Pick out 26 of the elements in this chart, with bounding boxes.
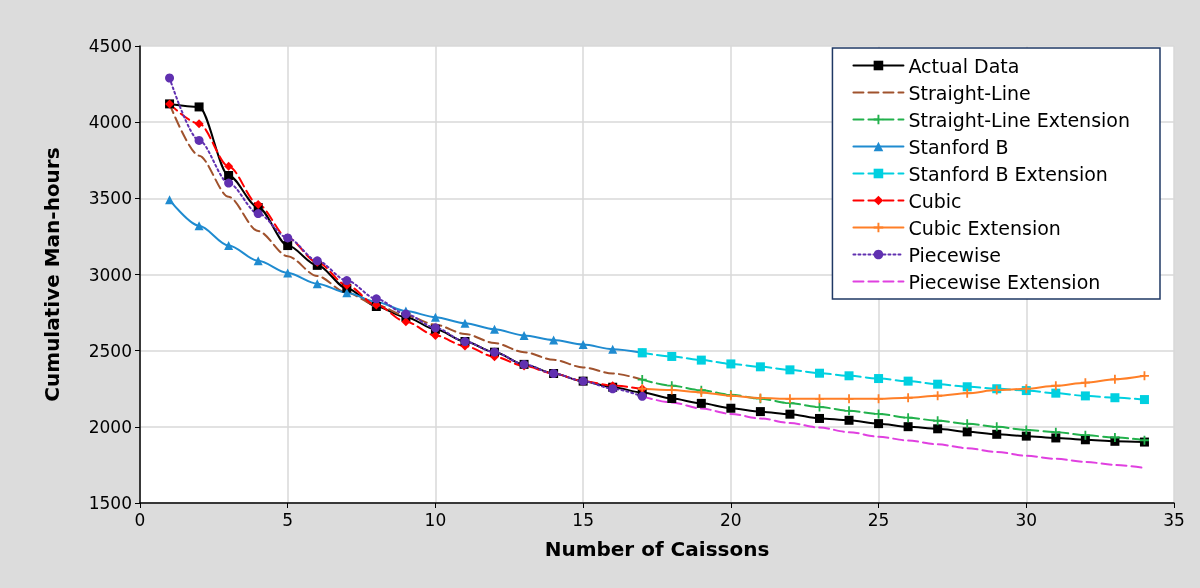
x-tick-label: 10 <box>424 509 447 530</box>
legend-label: Cubic Extension <box>908 216 1061 239</box>
y-tick-label: 4000 <box>88 112 132 133</box>
x-tick-label: 0 <box>134 509 146 530</box>
y-tick-label: 1500 <box>88 493 132 513</box>
legend-label: Stanford B Extension <box>908 162 1108 185</box>
y-tick-label: 3000 <box>88 264 132 285</box>
x-tick-label: 25 <box>867 509 890 530</box>
y-tick-label: 3500 <box>88 188 132 209</box>
y-axis-title: Cumulative Man-hours <box>40 147 64 402</box>
legend-label: Piecewise <box>908 243 1001 266</box>
legend-label: Cubic <box>908 189 962 212</box>
x-tick-label: 15 <box>572 509 594 530</box>
x-axis-title: Number of Caissons <box>544 537 770 561</box>
legend-label: Straight-Line Extension <box>908 108 1130 131</box>
legend-label: Actual Data <box>908 54 1020 77</box>
x-tick-label: 20 <box>720 509 742 530</box>
y-tick-label: 4500 <box>88 36 132 56</box>
x-tick-label: 30 <box>1015 509 1038 530</box>
y-tick-label: 2500 <box>88 340 132 361</box>
legend-label: Stanford B <box>908 135 1009 158</box>
y-tick-label: 2000 <box>88 416 132 437</box>
x-tick-label: 35 <box>1163 509 1185 530</box>
legend-label: Straight-Line <box>908 81 1031 104</box>
legend-label: Piecewise Extension <box>908 270 1101 293</box>
x-tick-label: 5 <box>282 509 294 530</box>
